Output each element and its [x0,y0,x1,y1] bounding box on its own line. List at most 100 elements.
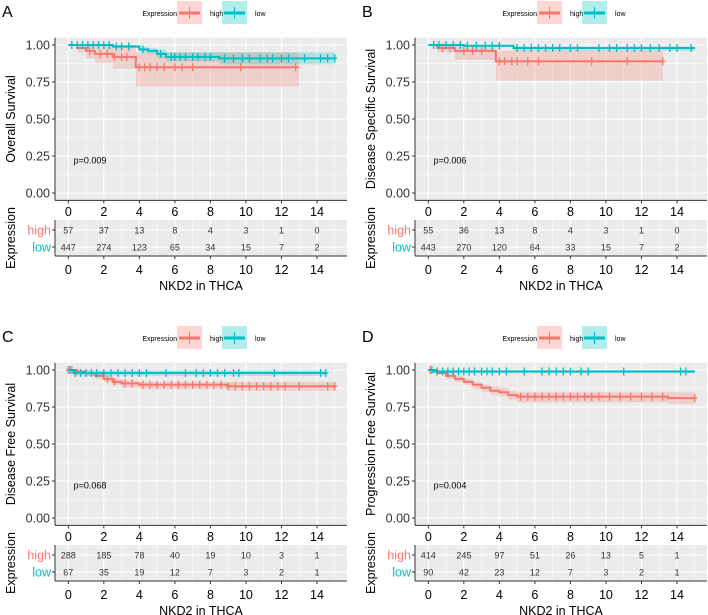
x-tick-label: 2 [460,205,467,219]
risk-x-tick-label: 14 [670,588,684,602]
risk-row-label-high: high [387,549,411,563]
x-tick-label: 8 [207,205,214,219]
x-tick-label: 8 [567,205,574,219]
legend: Expression high low [142,326,266,349]
legend-title: Expression [502,11,537,18]
legend-label-high: high [210,336,223,343]
panel-c: C Expression high low p=0.068 0.00 0.25 0.50 0.7… [2,326,347,615]
x-tick-label: 8 [567,530,574,544]
panel-label: B [362,4,373,21]
panel-label: D [362,329,374,346]
risk-count: 4 [208,226,213,236]
risk-count: 57 [63,226,73,236]
y-tick-label: 0.25 [26,150,50,164]
risk-count: 0 [674,226,679,236]
risk-x-tick-label: 6 [531,263,538,277]
p-value: p=0.068 [74,480,107,490]
x-tick-label: 2 [100,530,107,544]
risk-count: 4 [568,226,573,236]
panel-b: B Expression high low p=0.006 0.00 0.25 0.50 0.7… [362,1,707,293]
risk-count: 67 [63,568,73,578]
risk-count: 2 [639,568,644,578]
risk-count: 120 [492,243,507,253]
y-tick-label: 0.50 [26,438,50,452]
risk-count: 2 [674,243,679,253]
risk-row-label-high: high [27,224,51,238]
risk-count: 274 [96,243,111,253]
x-tick-label: 6 [171,530,178,544]
x-tick-label: 2 [460,530,467,544]
x-tick-label: 4 [496,530,503,544]
y-tick-label: 0.25 [386,150,410,164]
risk-table-title: Expression [364,532,378,594]
risk-count: 443 [421,243,436,253]
p-value: p=0.004 [434,480,467,490]
y-tick-label: 0.75 [26,401,50,415]
risk-row-label-low: low [32,566,52,580]
risk-count: 1 [674,551,679,561]
risk-count: 37 [99,226,109,236]
y-axis-title: Progression Free Survival [364,372,378,516]
y-tick-label: 0.25 [26,475,50,489]
x-axis-title: NKD2 in THCA [159,279,243,293]
risk-count: 15 [601,243,611,253]
risk-x-tick-label: 6 [531,588,538,602]
panel-label: A [2,4,13,21]
panel-label: C [2,329,14,346]
x-tick-label: 0 [425,205,432,219]
x-axis-title: NKD2 in THCA [519,604,603,615]
risk-row-label-high: high [27,549,51,563]
risk-x-tick-label: 6 [171,588,178,602]
x-tick-label: 10 [239,530,253,544]
risk-count: 65 [170,243,180,253]
risk-x-tick-label: 10 [239,588,253,602]
risk-table-title: Expression [364,207,378,269]
y-tick-label: 1.00 [386,364,410,378]
risk-count: 414 [421,551,436,561]
risk-count: 7 [639,243,644,253]
ci-band-low [68,45,335,65]
risk-count: 8 [172,226,177,236]
x-tick-label: 6 [531,205,538,219]
legend: Expression high low [502,1,626,24]
x-tick-label: 10 [239,205,253,219]
risk-x-tick-label: 8 [207,263,214,277]
ci-band-high [68,45,300,87]
risk-count: 55 [423,226,433,236]
legend-title: Expression [142,11,177,18]
risk-count: 2 [279,568,284,578]
risk-count: 78 [134,551,144,561]
risk-count: 12 [530,568,540,578]
risk-x-tick-label: 0 [425,588,432,602]
x-tick-label: 10 [599,530,613,544]
risk-count: 270 [456,243,471,253]
risk-count: 1 [314,551,319,561]
legend-label-low: low [255,11,266,18]
y-tick-label: 0.75 [386,76,410,90]
risk-count: 1 [314,568,319,578]
panel-d: D Expression high low p=0.004 0.00 0.25 0.50 0.7… [362,326,707,615]
legend-label-low: low [615,336,626,343]
risk-count: 185 [96,551,111,561]
risk-count: 1 [279,226,284,236]
x-tick-label: 14 [670,530,684,544]
risk-count: 15 [241,243,251,253]
x-tick-label: 4 [136,205,143,219]
risk-count: 34 [205,243,215,253]
risk-count: 447 [61,243,76,253]
risk-count: 123 [132,243,147,253]
x-tick-label: 8 [207,530,214,544]
risk-count: 19 [205,551,215,561]
x-axis-title: NKD2 in THCA [159,604,243,615]
legend-label-high: high [570,11,583,18]
risk-count: 13 [494,226,504,236]
risk-table-title: Expression [4,532,18,594]
y-tick-label: 0.00 [26,512,50,526]
x-tick-label: 4 [496,205,503,219]
x-axis-title: NKD2 in THCA [519,279,603,293]
y-axis-title: Overall Survival [4,75,18,163]
x-tick-label: 14 [670,205,684,219]
risk-count: 33 [565,243,575,253]
risk-count: 3 [279,551,284,561]
risk-row-label-high: high [387,224,411,238]
